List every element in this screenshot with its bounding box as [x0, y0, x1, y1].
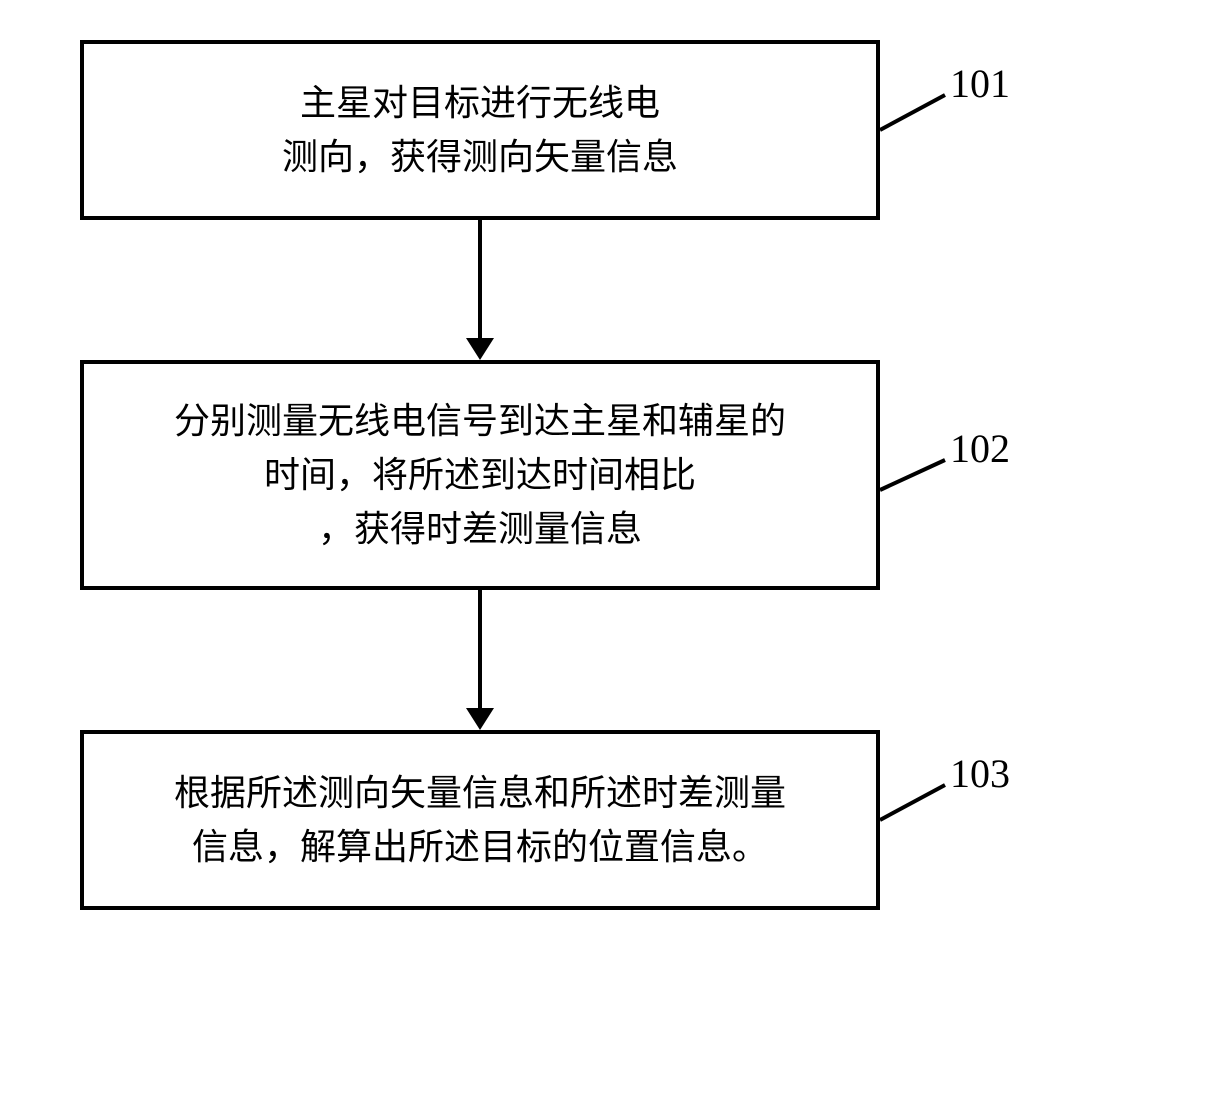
step-1-box: 主星对目标进行无线电 测向，获得测向矢量信息	[80, 40, 880, 220]
arrow-2-head	[466, 708, 494, 730]
step-3-label-connector	[880, 730, 960, 910]
step-3-box: 根据所述测向矢量信息和所述时差测量 信息，解算出所述目标的位置信息。	[80, 730, 880, 910]
arrow-1	[80, 220, 880, 360]
step-2-label-connector	[880, 360, 960, 590]
step-1-label-connector	[880, 40, 960, 220]
step-2-label: 102	[950, 425, 1010, 472]
step-3-text: 根据所述测向矢量信息和所述时差测量 信息，解算出所述目标的位置信息。	[174, 766, 786, 874]
arrow-2	[80, 590, 880, 730]
flowchart-container: 主星对目标进行无线电 测向，获得测向矢量信息 101 分别测量无线电信号到达主星…	[80, 40, 1080, 910]
arrow-2-shaft	[478, 590, 482, 708]
step-2-box: 分别测量无线电信号到达主星和辅星的 时间，将所述到达时间相比 ，获得时差测量信息	[80, 360, 880, 590]
step-2-row: 分别测量无线电信号到达主星和辅星的 时间，将所述到达时间相比 ，获得时差测量信息…	[80, 360, 1080, 590]
step-2-text: 分别测量无线电信号到达主星和辅星的 时间，将所述到达时间相比 ，获得时差测量信息	[174, 394, 786, 556]
step-1-label: 101	[950, 60, 1010, 107]
step-3-label: 103	[950, 750, 1010, 797]
step-1-row: 主星对目标进行无线电 测向，获得测向矢量信息 101	[80, 40, 1080, 220]
arrow-1-head	[466, 338, 494, 360]
arrow-1-shaft	[478, 220, 482, 338]
step-1-text: 主星对目标进行无线电 测向，获得测向矢量信息	[282, 76, 678, 184]
step-3-row: 根据所述测向矢量信息和所述时差测量 信息，解算出所述目标的位置信息。 103	[80, 730, 1080, 910]
